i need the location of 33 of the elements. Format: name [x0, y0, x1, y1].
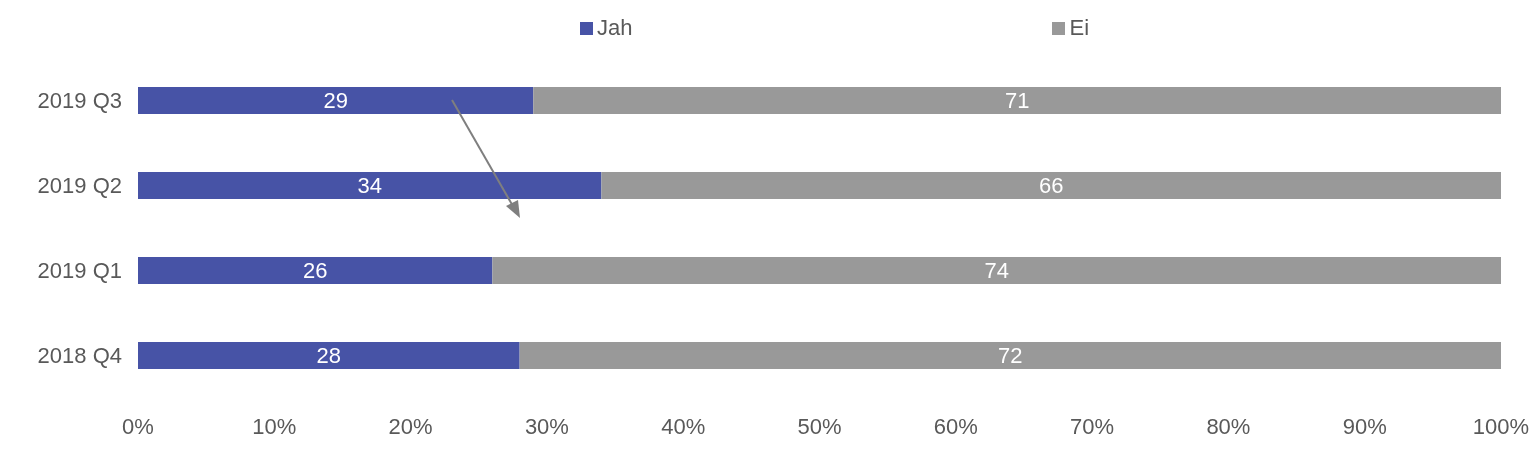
- x-tick-label: 80%: [1206, 413, 1251, 439]
- y-tick-label: 2019 Q3: [37, 88, 122, 114]
- x-tick-label: 100%: [1472, 413, 1530, 439]
- bar: [138, 171, 602, 199]
- bar: [519, 341, 1501, 369]
- legend-label: Jah: [596, 15, 633, 41]
- data-label: 29: [323, 88, 348, 114]
- data-label: 34: [357, 173, 382, 199]
- data-label: 74: [984, 258, 1009, 284]
- data-label: 26: [302, 258, 328, 284]
- data-label: 72: [998, 343, 1023, 369]
- data-label: 66: [1038, 173, 1064, 199]
- x-tick-label: 30%: [524, 413, 569, 439]
- y-tick-label: 2018 Q4: [37, 343, 122, 369]
- x-tick-label: 20%: [388, 413, 433, 439]
- bar: [138, 256, 493, 284]
- bar: [138, 86, 534, 114]
- y-tick-label: 2019 Q1: [37, 258, 122, 284]
- bar: [601, 171, 1501, 199]
- data-label: 28: [316, 343, 342, 369]
- x-tick-label: 0%: [122, 413, 154, 439]
- y-tick-label: 2019 Q2: [37, 173, 122, 199]
- bar: [138, 341, 520, 369]
- x-tick-label: 60%: [933, 413, 978, 439]
- bar: [533, 86, 1501, 114]
- x-tick-label: 70%: [1070, 413, 1115, 439]
- x-tick-label: 90%: [1342, 413, 1387, 439]
- legend-label: Ei: [1069, 15, 1090, 41]
- x-tick-label: 10%: [252, 413, 297, 439]
- x-tick-label: 40%: [661, 413, 706, 439]
- x-tick-label: 50%: [797, 413, 842, 439]
- data-label: 71: [1004, 88, 1030, 114]
- bar: [492, 256, 1501, 284]
